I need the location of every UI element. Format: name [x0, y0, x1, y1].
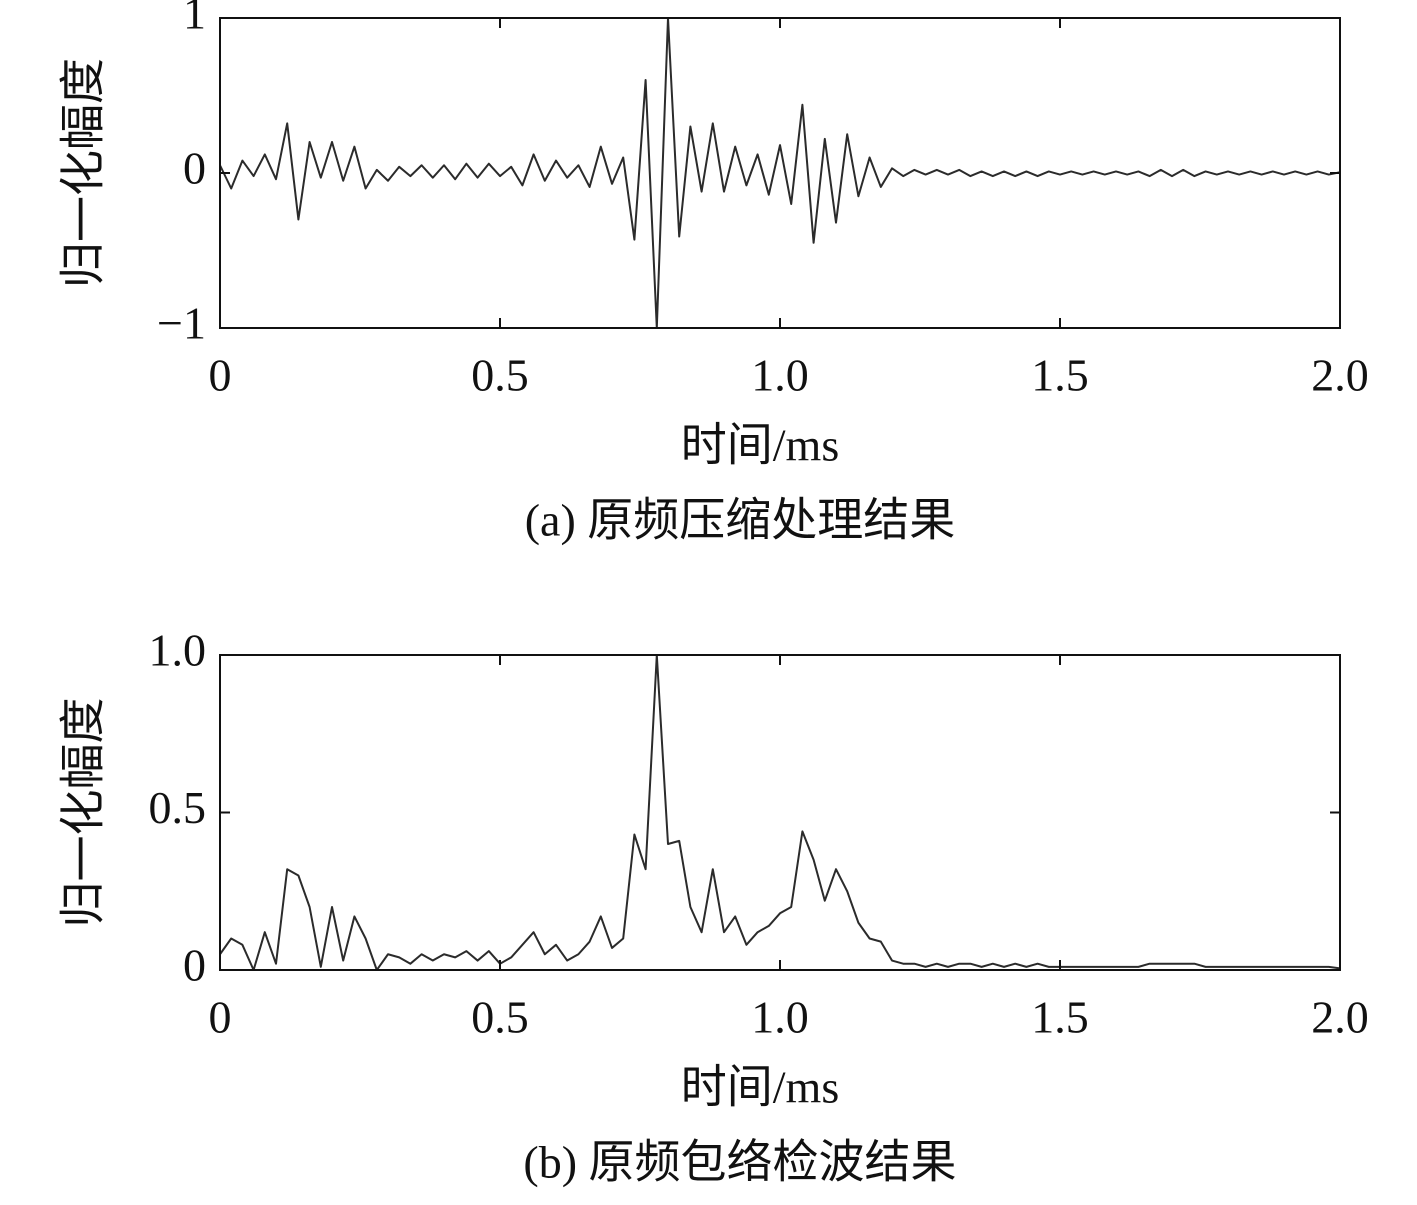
- y-tick-label: 0.5: [149, 782, 207, 833]
- x-axis-label: 时间/ms: [681, 1062, 839, 1113]
- y-tick-label: 1.0: [149, 625, 207, 676]
- y-tick-label: −1: [157, 298, 206, 349]
- y-axis-label: 归一化幅度: [58, 698, 109, 928]
- x-tick-label: 0: [209, 350, 232, 401]
- y-tick-label: 0: [183, 143, 206, 194]
- x-tick-label: 1.5: [1031, 992, 1089, 1043]
- x-tick-label: 0.5: [471, 350, 529, 401]
- y-tick-label: 1: [183, 0, 206, 39]
- signal-line: [219, 17, 1341, 329]
- caption: (b) 原频包络检波结果: [523, 1137, 956, 1188]
- x-axis-label: 时间/ms: [681, 420, 839, 471]
- y-tick-label: 0: [183, 940, 206, 991]
- caption: (a) 原频压缩处理结果: [525, 495, 956, 546]
- signal-line: [219, 654, 1341, 971]
- x-tick-label: 0: [209, 992, 232, 1043]
- x-tick-label: 0.5: [471, 992, 529, 1043]
- x-tick-label: 1.0: [751, 350, 809, 401]
- y-axis-label: 归一化幅度: [58, 58, 109, 288]
- plot-frame: [219, 17, 1341, 329]
- plot-frame: [219, 654, 1341, 971]
- x-tick-label: 2.0: [1311, 992, 1369, 1043]
- x-tick-label: 1.5: [1031, 350, 1089, 401]
- x-tick-label: 2.0: [1311, 350, 1369, 401]
- x-tick-label: 1.0: [751, 992, 809, 1043]
